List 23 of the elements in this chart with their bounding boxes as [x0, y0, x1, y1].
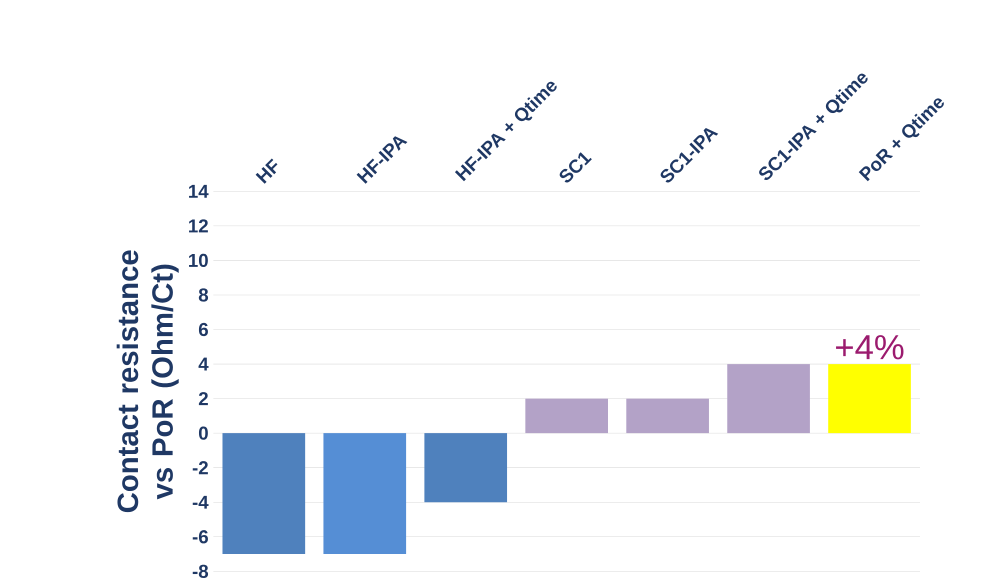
bar [424, 433, 508, 502]
y-tick-label: 6 [198, 322, 208, 336]
y-tick-label: 10 [189, 254, 208, 268]
x-tick-label: SC1 [560, 152, 592, 182]
y-tick-label: 14 [189, 184, 209, 198]
bar [626, 398, 709, 434]
y-tick-label: 8 [198, 288, 208, 302]
y-tick-label: -4 [192, 496, 209, 509]
y-tick-label: -2 [192, 461, 208, 474]
y-tick-label: -8 [192, 564, 208, 578]
y-tick-label: 4 [198, 358, 209, 370]
x-tick-label: HF [256, 158, 278, 184]
annotation: +4% [836, 335, 904, 360]
bar [222, 433, 306, 554]
bar [828, 364, 911, 434]
bar [323, 433, 406, 554]
y-tick-label: -6 [192, 530, 208, 544]
y-tick-label: 0 [198, 426, 208, 440]
y-tick-label: 2 [198, 392, 208, 406]
bar [727, 364, 810, 434]
y-axis-title: Contact resistance vs PoR (Ohm/Ct) [116, 250, 179, 512]
bar [525, 398, 608, 434]
y-tick-label: 12 [189, 219, 208, 232]
